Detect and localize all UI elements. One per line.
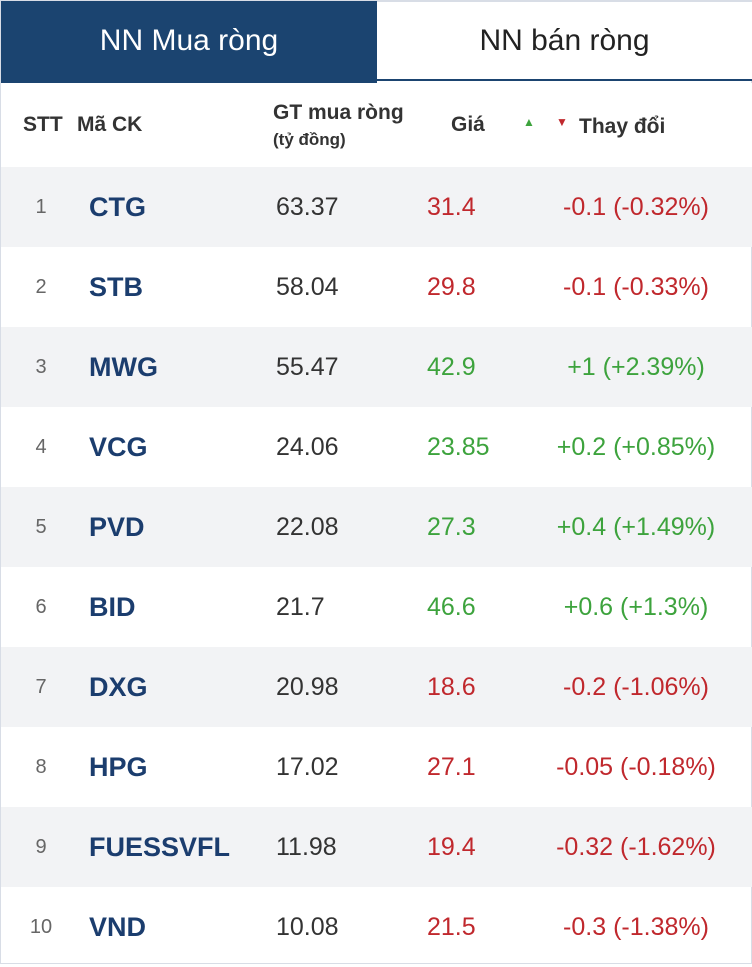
- header-price: Giá: [451, 113, 485, 136]
- row-stt: 4: [35, 436, 47, 458]
- row-change: +1 (+2.39%): [567, 353, 705, 381]
- row-symbol[interactable]: MWG: [89, 352, 158, 382]
- row-price: 23.85: [427, 433, 490, 461]
- tab-bar: NN Mua ròng NN bán ròng: [1, 1, 752, 83]
- row-value: 58.04: [276, 273, 339, 301]
- table-row[interactable]: 7 DXG 20.98 18.6 -0.2 (-1.06%): [1, 647, 752, 727]
- row-stt: 9: [35, 836, 47, 858]
- row-price: 18.6: [427, 673, 476, 701]
- row-price: 27.1: [427, 753, 476, 781]
- row-price: 31.4: [427, 193, 476, 221]
- row-change: -0.32 (-1.62%): [556, 833, 716, 861]
- row-stt: 7: [35, 676, 47, 698]
- table-header: STT Mã CK GT mua ròng (tỷ đồng) Giá ▲ ▼ …: [1, 83, 752, 167]
- tab-net-sell[interactable]: NN bán ròng: [377, 1, 752, 81]
- header-value-unit: (tỷ đồng): [273, 130, 346, 149]
- table-row[interactable]: 10 VND 10.08 21.5 -0.3 (-1.38%): [1, 887, 752, 967]
- row-symbol[interactable]: VCG: [89, 432, 148, 462]
- row-value: 24.06: [276, 433, 339, 461]
- row-symbol[interactable]: FUESSVFL: [89, 832, 231, 862]
- row-symbol[interactable]: VND: [89, 912, 147, 942]
- row-price: 27.3: [427, 513, 476, 541]
- row-value: 10.08: [276, 913, 339, 941]
- row-change: +0.6 (+1.3%): [563, 593, 709, 621]
- row-change: -0.05 (-0.18%): [556, 753, 716, 781]
- row-stt: 3: [35, 356, 47, 378]
- row-value: 55.47: [276, 353, 339, 381]
- row-stt: 10: [29, 916, 53, 938]
- table-row[interactable]: 5 PVD 22.08 27.3 +0.4 (+1.49%): [1, 487, 752, 567]
- row-stt: 1: [35, 196, 47, 218]
- row-value: 17.02: [276, 753, 339, 781]
- table-row[interactable]: 6 BID 21.7 46.6 +0.6 (+1.3%): [1, 567, 752, 647]
- table-row[interactable]: 4 VCG 24.06 23.85 +0.2 (+0.85%): [1, 407, 752, 487]
- sort-down-icon[interactable]: ▼: [556, 115, 568, 129]
- table-row[interactable]: 2 STB 58.04 29.8 -0.1 (-0.33%): [1, 247, 752, 327]
- row-price: 42.9: [427, 353, 476, 381]
- row-price: 46.6: [427, 593, 476, 621]
- row-stt: 5: [35, 516, 47, 538]
- row-price: 29.8: [427, 273, 476, 301]
- header-symbol: Mã CK: [77, 113, 143, 136]
- header-change: Thay đổi: [579, 115, 666, 138]
- row-symbol[interactable]: STB: [89, 272, 143, 302]
- header-stt: STT: [23, 113, 63, 136]
- row-symbol[interactable]: DXG: [89, 672, 148, 702]
- row-symbol[interactable]: CTG: [89, 192, 146, 222]
- table-row[interactable]: 3 MWG 55.47 42.9 +1 (+2.39%): [1, 327, 752, 407]
- row-stt: 8: [35, 756, 47, 778]
- row-symbol[interactable]: HPG: [89, 752, 148, 782]
- row-value: 21.7: [276, 593, 325, 621]
- row-stt: 6: [35, 596, 47, 618]
- row-value: 63.37: [276, 193, 339, 221]
- table-row[interactable]: 1 CTG 63.37 31.4 -0.1 (-0.32%): [1, 167, 752, 247]
- table-row[interactable]: 9 FUESSVFL 11.98 19.4 -0.32 (-1.62%): [1, 807, 752, 887]
- row-price: 21.5: [427, 913, 476, 941]
- row-change: -0.1 (-0.33%): [563, 273, 709, 301]
- row-change: -0.1 (-0.32%): [563, 193, 709, 221]
- row-change: -0.3 (-1.38%): [563, 913, 709, 941]
- row-value: 22.08: [276, 513, 339, 541]
- row-price: 19.4: [427, 833, 476, 861]
- row-change: -0.2 (-1.06%): [563, 673, 709, 701]
- row-stt: 2: [35, 276, 47, 298]
- row-value: 20.98: [276, 673, 339, 701]
- tab-net-buy[interactable]: NN Mua ròng: [1, 1, 377, 83]
- table-row[interactable]: 8 HPG 17.02 27.1 -0.05 (-0.18%): [1, 727, 752, 807]
- row-change: +0.2 (+0.85%): [556, 433, 716, 461]
- row-value: 11.98: [276, 833, 337, 861]
- header-value: GT mua ròng: [273, 101, 404, 124]
- row-symbol[interactable]: BID: [89, 592, 136, 622]
- row-change: +0.4 (+1.49%): [556, 513, 716, 541]
- sort-up-icon[interactable]: ▲: [523, 115, 535, 129]
- row-symbol[interactable]: PVD: [89, 512, 145, 542]
